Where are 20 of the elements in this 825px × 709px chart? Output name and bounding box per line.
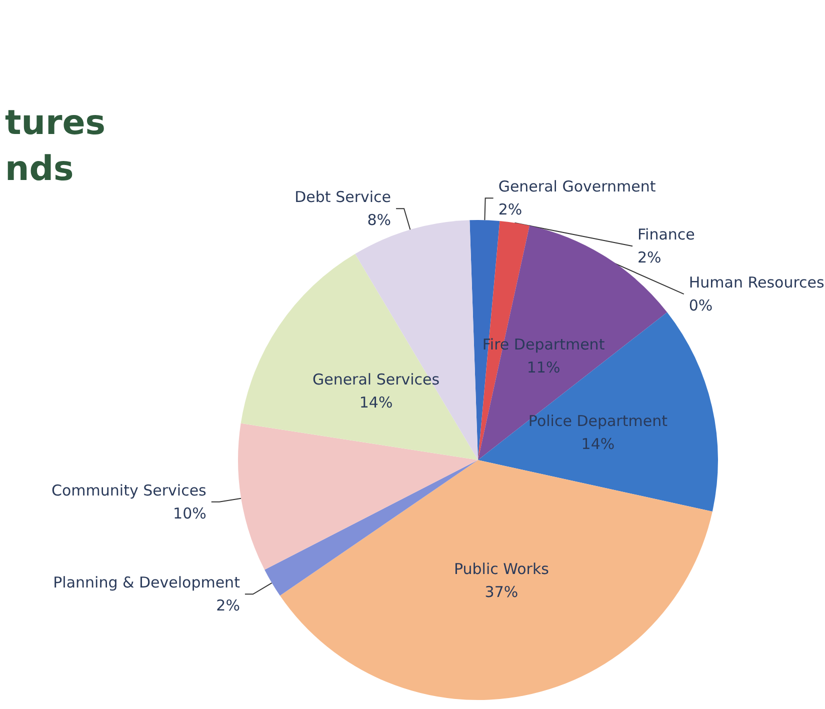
data-label: 10% (173, 504, 206, 522)
data-label: 2% (216, 596, 240, 615)
data-label: 8% (367, 211, 392, 230)
text: 0% (688, 296, 713, 315)
data-label: 2% (638, 248, 662, 267)
slice-label: Community Services (52, 481, 207, 500)
data-label: 14% (581, 435, 615, 454)
data-label: 11% (526, 358, 560, 376)
slice-label: Planning & Development (53, 574, 240, 592)
slice-label: Finance (638, 226, 695, 244)
chart-title: tures nds (5, 103, 106, 189)
slice-label: Police Department (528, 412, 668, 430)
data-label: 37% (484, 583, 518, 602)
data-label: 14% (359, 394, 393, 412)
slice-label: General Government (498, 178, 656, 196)
category-label: Human Resources (688, 274, 824, 292)
data-label: 2% (498, 200, 522, 219)
slice-label: Public Works (454, 560, 550, 578)
slice-label: General Services (312, 370, 440, 389)
slice-label: Debt Service (294, 188, 392, 206)
